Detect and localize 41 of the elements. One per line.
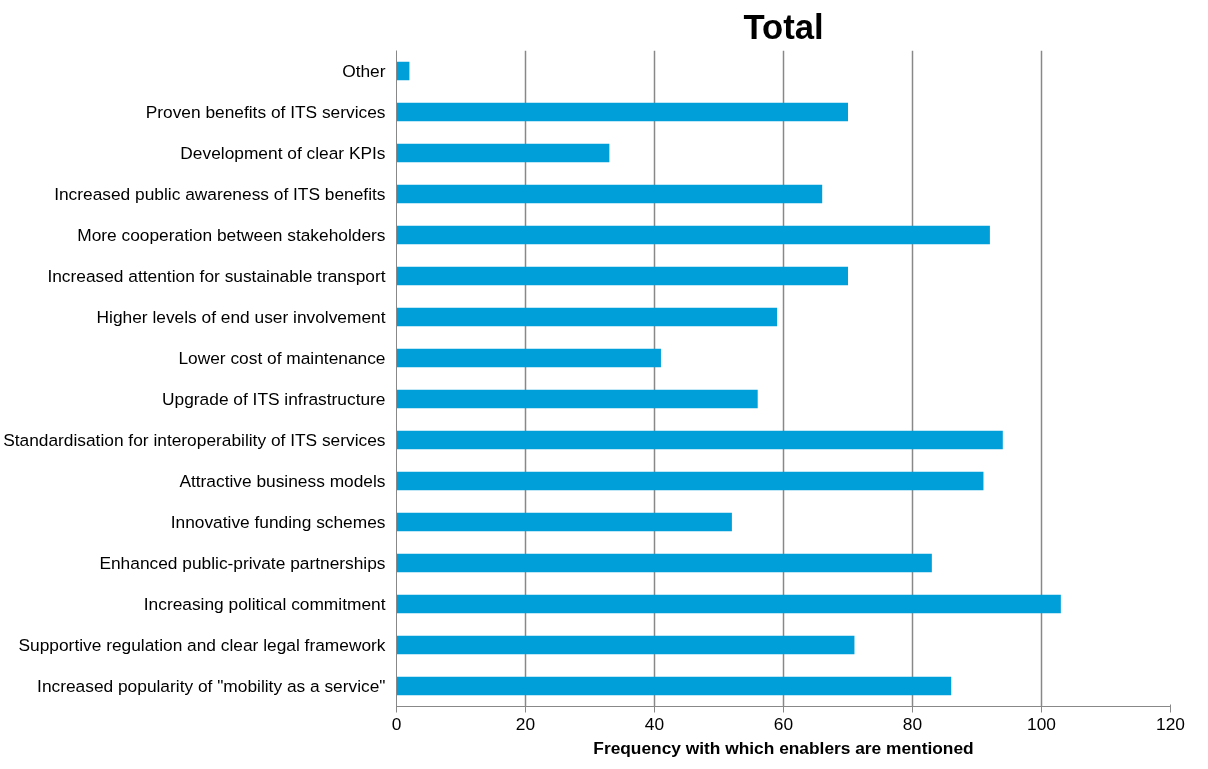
y-tick-label: Higher levels of end user involvement: [96, 307, 386, 327]
y-tick-label: Increased popularity of "mobility as a service": [37, 676, 386, 696]
y-tick-label: Attractive business models: [179, 471, 386, 491]
y-tick-label: Increased public awareness of ITS benefits: [54, 184, 386, 204]
bar: [396, 512, 732, 532]
y-tick-label: Upgrade of ITS infrastructure: [162, 389, 386, 409]
x-tick-label: 100: [1027, 713, 1056, 734]
bar: [396, 594, 1061, 614]
bar: [396, 635, 855, 655]
bar: [396, 184, 823, 204]
bar: [396, 102, 848, 122]
y-tick-label: Proven benefits of ITS services: [145, 102, 386, 122]
bar: [396, 143, 610, 163]
bar: [396, 348, 661, 368]
y-tick-label: Increased attention for sustainable transport: [47, 266, 386, 286]
bar: [396, 225, 990, 245]
x-tick-label: 0: [391, 713, 402, 734]
chart-title: Total: [743, 7, 824, 46]
x-tick-label: 80: [902, 713, 923, 734]
bar: [396, 61, 410, 81]
bar: [396, 389, 758, 409]
bar: [396, 430, 1003, 450]
bar: [396, 676, 952, 696]
y-tick-label: Development of clear KPIs: [180, 143, 386, 163]
x-tick-label: 40: [644, 713, 665, 734]
bar: [396, 266, 848, 286]
y-tick-label: Enhanced public-private partnerships: [99, 553, 386, 573]
y-tick-label: Innovative funding schemes: [170, 512, 386, 532]
y-tick-label: Increasing political commitment: [143, 594, 386, 614]
y-tick-label: Lower cost of maintenance: [178, 348, 386, 368]
x-tick-label: 120: [1156, 713, 1185, 734]
bar: [396, 553, 932, 573]
y-tick-label: Standardisation for interoperability of ITS services: [3, 430, 386, 450]
x-axis-title: Frequency with which enablers are mentioned: [593, 737, 974, 758]
y-tick-label: Supportive regulation and clear legal framework: [18, 635, 386, 655]
bar: [396, 471, 984, 491]
x-tick-label: 20: [515, 713, 536, 734]
x-tick-label: 60: [773, 713, 794, 734]
bar: [396, 307, 778, 327]
y-tick-label: Other: [342, 61, 386, 81]
y-tick-label: More cooperation between stakeholders: [77, 225, 386, 245]
